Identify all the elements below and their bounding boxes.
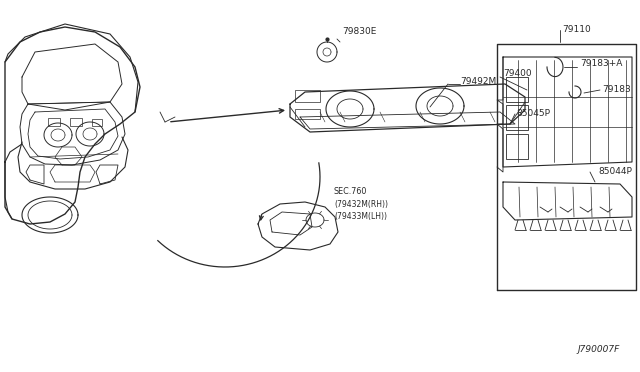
Text: 79492M: 79492M [460,77,496,87]
Text: (79433M(LH)): (79433M(LH)) [334,212,387,221]
Bar [506,105,528,130]
Bar [70,118,82,126]
Text: 79183+A: 79183+A [580,60,622,68]
Bar [48,118,60,126]
Bar [92,119,102,125]
Text: 85045P: 85045P [516,109,550,119]
Bar [295,109,320,119]
Bar [506,134,528,159]
Text: SEC.760: SEC.760 [334,187,367,196]
Text: 85044P: 85044P [598,167,632,176]
Text: (79432M(RH)): (79432M(RH)) [334,201,388,209]
Text: 79110: 79110 [562,26,591,35]
Text: 79830E: 79830E [342,28,376,36]
Text: J790007F: J790007F [578,346,620,355]
Text: 79183: 79183 [602,86,631,94]
Text: 79400: 79400 [503,70,532,78]
Bar [295,90,320,102]
Bar [506,77,528,102]
